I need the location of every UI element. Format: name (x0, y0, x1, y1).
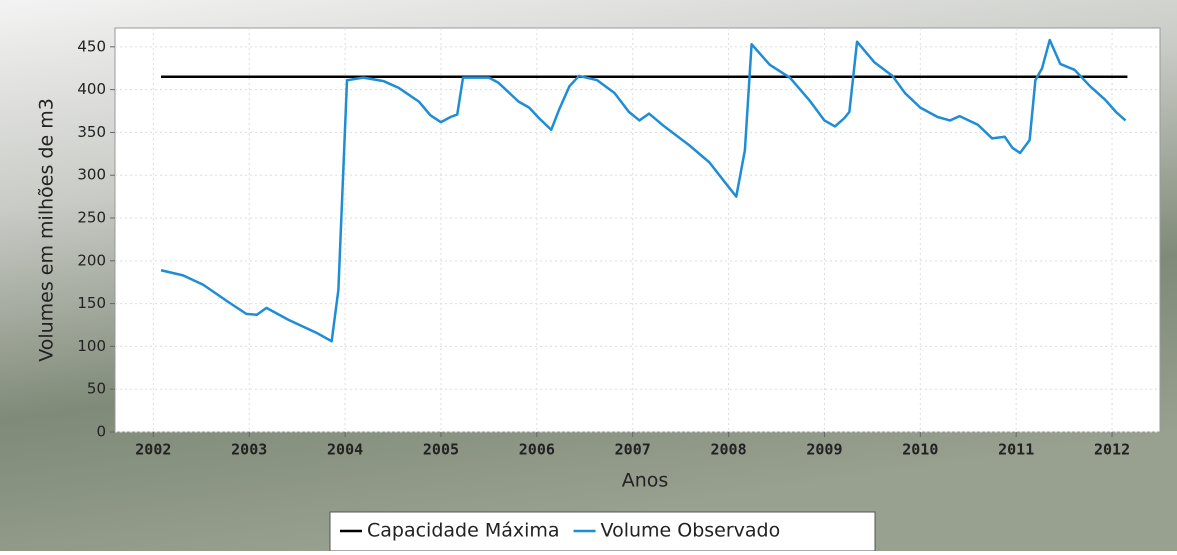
x-tick-label: 2002 (135, 441, 171, 459)
y-tick-label: 450 (77, 37, 106, 55)
x-tick-label: 2012 (1094, 441, 1130, 459)
x-tick-label: 2003 (231, 441, 267, 459)
plot-area (114, 27, 1161, 433)
y-tick-label: 0 (96, 423, 106, 441)
x-tick-label: 2009 (806, 441, 842, 459)
y-axis-label: Volumes em milhões de m3 (36, 98, 58, 362)
y-tick-label: 350 (77, 123, 106, 141)
legend-label: Volume Observado (601, 520, 781, 542)
legend-label: Capacidade Máxima (367, 520, 560, 542)
x-tick-label: 2010 (902, 441, 938, 459)
x-tick-label: 2008 (711, 441, 747, 459)
x-axis-label: Anos (622, 470, 669, 492)
x-tick-label: 2004 (327, 441, 363, 459)
x-tick-label: 2006 (519, 441, 555, 459)
y-tick-label: 400 (77, 80, 106, 98)
legend (329, 511, 876, 552)
y-tick-label: 300 (77, 166, 106, 184)
x-tick-label: 2005 (423, 441, 459, 459)
x-tick-label: 2007 (615, 441, 651, 459)
y-tick-label: 50 (87, 380, 106, 398)
series-line (160, 38, 1127, 343)
y-tick-label: 200 (77, 251, 106, 269)
y-tick-label: 250 (77, 209, 106, 227)
x-tick-label: 2011 (998, 441, 1034, 459)
y-tick-label: 100 (77, 337, 106, 355)
y-tick-label: 150 (77, 294, 106, 312)
